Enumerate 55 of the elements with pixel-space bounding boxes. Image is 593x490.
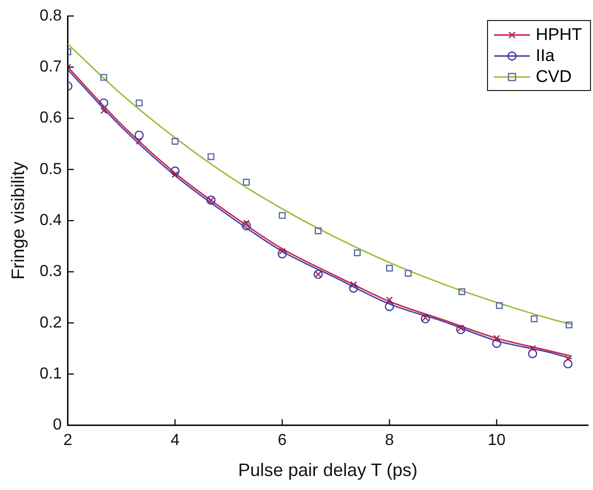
point <box>208 153 214 160</box>
y-tick-label: 0.7 <box>40 58 62 76</box>
point <box>170 166 180 176</box>
y-axis-title: Fringe visibility <box>8 162 28 280</box>
x-axis-title: Pulse pair delay T (ps) <box>238 460 418 480</box>
point <box>348 284 358 293</box>
y-tick-label: 0.6 <box>40 110 62 127</box>
point <box>563 359 573 368</box>
legend-label: CVD <box>536 66 572 87</box>
legend-label: IIa <box>536 45 555 66</box>
y-tick-label: 0.3 <box>40 263 62 280</box>
x-tick-label: 2 <box>63 432 72 450</box>
point <box>492 338 502 348</box>
point <box>100 107 108 114</box>
point <box>386 264 393 272</box>
point <box>458 288 466 296</box>
point <box>242 220 250 227</box>
point <box>278 249 287 258</box>
point <box>354 249 361 256</box>
y-tick-label: 0.8 <box>40 7 62 24</box>
x-tick-label: 4 <box>170 432 180 450</box>
point <box>278 248 286 255</box>
point <box>242 178 250 186</box>
point <box>314 227 322 234</box>
y-tick-label: 0.1 <box>40 365 62 382</box>
point <box>496 302 503 309</box>
y-tick-label: 0.5 <box>40 160 62 178</box>
point <box>457 324 464 332</box>
y-tick-label: 0.2 <box>40 314 62 332</box>
point <box>172 171 178 178</box>
point <box>564 355 572 362</box>
point <box>99 98 108 108</box>
point <box>172 138 178 145</box>
x-tick-label: 10 <box>488 432 506 450</box>
x-tick-label: 6 <box>278 432 287 450</box>
point <box>242 221 251 230</box>
y-tick-label: 0.4 <box>40 212 62 230</box>
point <box>350 281 357 288</box>
point <box>134 130 144 140</box>
point <box>566 322 572 328</box>
point <box>529 345 536 352</box>
point <box>136 138 143 145</box>
point <box>386 296 393 304</box>
x-tick-label: 8 <box>385 432 394 450</box>
point <box>530 315 538 322</box>
legend-label: HPHT <box>536 24 582 45</box>
point <box>456 324 466 334</box>
point <box>528 348 538 358</box>
point <box>136 100 143 106</box>
point <box>404 270 412 277</box>
point <box>278 212 286 219</box>
point <box>493 334 500 342</box>
point <box>384 302 394 312</box>
point <box>100 74 108 81</box>
y-tick-label: 0 <box>52 416 62 434</box>
